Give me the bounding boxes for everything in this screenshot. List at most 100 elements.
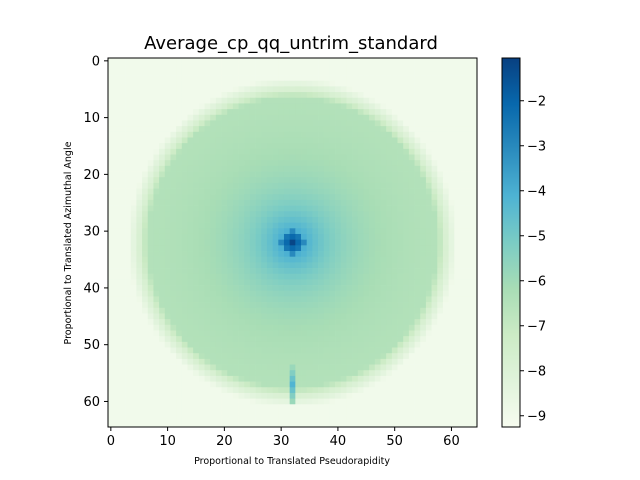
heatmap-cell (159, 370, 166, 377)
heatmap-cell (113, 307, 120, 314)
heatmap-cell (323, 177, 330, 184)
heatmap-cell (408, 409, 415, 416)
heatmap-cell (181, 302, 188, 309)
heatmap-cell (346, 69, 353, 76)
heatmap-cell (408, 154, 415, 161)
heatmap-cell (136, 114, 143, 121)
heatmap-cell (244, 381, 251, 388)
heatmap-cell (130, 262, 137, 269)
heatmap-cell (312, 143, 319, 150)
heatmap-cell (113, 97, 120, 104)
heatmap-cell (420, 404, 427, 411)
heatmap-cell (363, 273, 370, 280)
heatmap-cell (238, 97, 245, 104)
heatmap-cell (448, 330, 455, 337)
heatmap-cell (193, 86, 200, 93)
heatmap-cell (301, 80, 308, 87)
heatmap-cell (318, 75, 325, 82)
heatmap-cell (108, 302, 115, 309)
heatmap-cell (198, 131, 205, 138)
heatmap-cell (204, 381, 211, 388)
heatmap-cell (363, 199, 370, 206)
heatmap-cell (232, 262, 239, 269)
heatmap-cell (227, 137, 234, 144)
heatmap-cell (380, 404, 387, 411)
heatmap-cell (454, 69, 461, 76)
heatmap-cell (176, 194, 183, 201)
heatmap-cell (397, 188, 404, 195)
heatmap-cell (318, 120, 325, 127)
heatmap-cell (244, 120, 251, 127)
heatmap-cell (459, 404, 466, 411)
heatmap-cell (136, 92, 143, 99)
heatmap-cell (448, 69, 455, 76)
heatmap-cell (283, 421, 291, 428)
heatmap-cell (312, 392, 319, 399)
heatmap-cell (164, 188, 171, 195)
heatmap-cell (454, 375, 461, 382)
heatmap-cell (255, 415, 262, 422)
heatmap-cell (159, 222, 166, 229)
heatmap-cell (289, 75, 296, 82)
heatmap-cell (448, 75, 455, 82)
heatmap-cell (261, 92, 268, 99)
heatmap-cell (170, 58, 177, 65)
heatmap-cell (232, 341, 239, 348)
heatmap-cell (153, 324, 160, 331)
heatmap-cell (266, 330, 273, 337)
heatmap-cell (318, 86, 325, 93)
heatmap-cell (232, 233, 239, 241)
heatmap-cell (329, 319, 336, 326)
heatmap-cell (369, 392, 376, 399)
heatmap-cell (147, 387, 154, 394)
heatmap-cell (153, 165, 160, 172)
heatmap-cell (312, 233, 319, 241)
heatmap-cell (232, 285, 239, 292)
heatmap-cell (340, 370, 347, 377)
colorbar (502, 58, 520, 427)
heatmap-cell (465, 336, 472, 343)
heatmap-cell (170, 336, 177, 343)
heatmap-cell (130, 171, 137, 178)
heatmap-cell (425, 205, 432, 212)
heatmap-cell (272, 148, 279, 155)
heatmap-cell (278, 58, 285, 65)
heatmap-cell (142, 92, 149, 99)
heatmap-cell (193, 222, 200, 229)
heatmap-cell (374, 216, 381, 223)
heatmap-cell (448, 415, 455, 422)
heatmap-cell (357, 268, 364, 275)
heatmap-cell (312, 358, 319, 365)
heatmap-cell (210, 239, 217, 246)
heatmap-cell (465, 233, 472, 241)
heatmap-cell (181, 341, 188, 348)
heatmap-cell (403, 182, 410, 189)
heatmap-cell (289, 177, 296, 184)
heatmap-cell (164, 245, 171, 252)
heatmap-cell (187, 268, 194, 275)
heatmap-cell (391, 233, 398, 241)
heatmap-cell (215, 228, 222, 235)
heatmap-cell (391, 307, 398, 314)
heatmap-cell (176, 341, 183, 348)
heatmap-cell (221, 75, 228, 82)
heatmap-cell (204, 347, 211, 354)
heatmap-cell (346, 381, 353, 388)
heatmap-cell (420, 143, 427, 150)
heatmap-cell (210, 131, 217, 138)
heatmap-cell (301, 222, 308, 229)
heatmap-cell (352, 97, 359, 104)
heatmap-cell (391, 279, 398, 286)
heatmap-cell (272, 233, 279, 241)
heatmap-cell (420, 120, 427, 127)
heatmap-cell (125, 233, 132, 241)
heatmap-cell (170, 319, 177, 326)
heatmap-cell (414, 120, 421, 127)
heatmap-cell (249, 69, 256, 76)
heatmap-cell (425, 154, 432, 161)
heatmap-cell (323, 313, 330, 320)
heatmap-cell (142, 296, 149, 303)
heatmap-cell (147, 279, 154, 286)
heatmap-cell (204, 364, 211, 371)
heatmap-cell (312, 211, 319, 218)
